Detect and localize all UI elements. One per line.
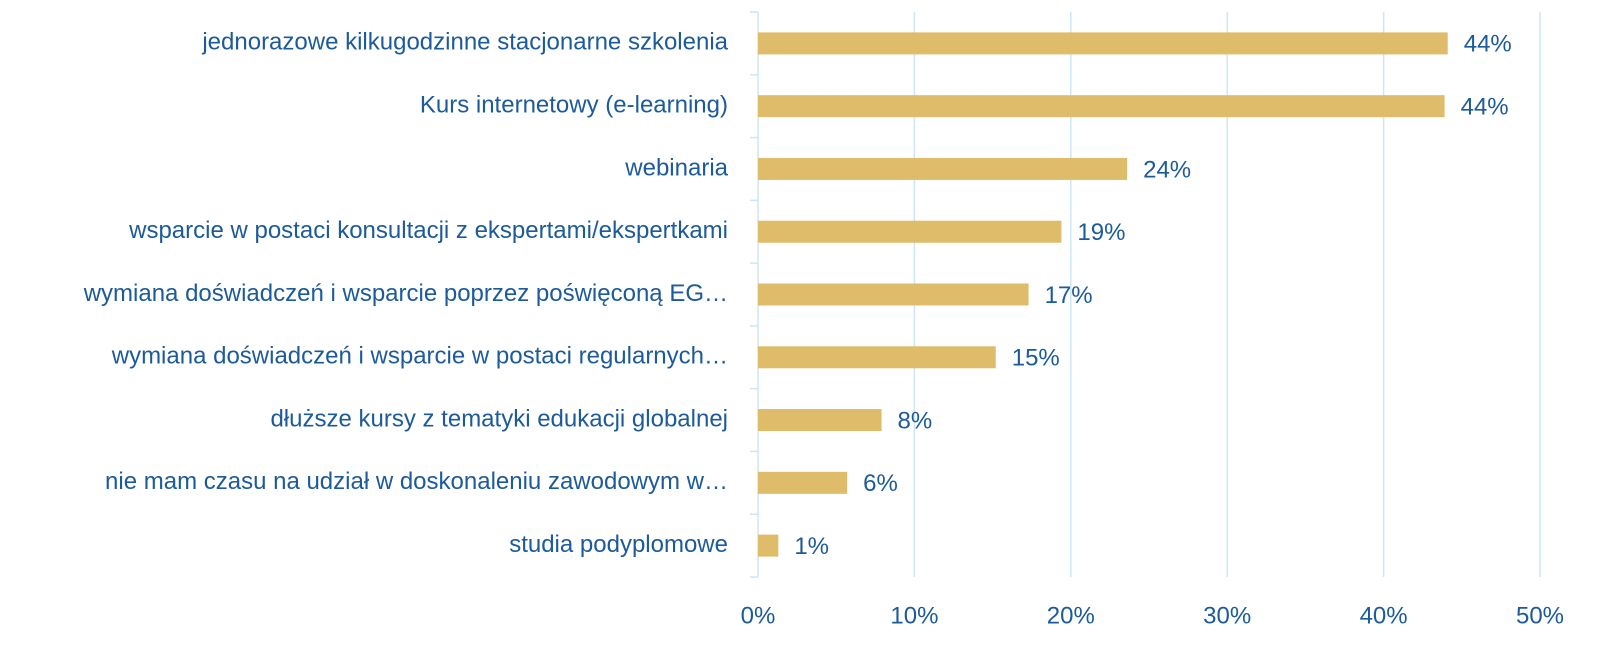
y-tick-label: Kurs internetowy (e-learning): [420, 92, 728, 119]
y-tick-label: dłuższe kursy z tematyki edukacji global…: [270, 405, 728, 432]
data-label: 1%: [794, 533, 829, 560]
y-tick-label: wsparcie w postaci konsultacji z ekspert…: [128, 217, 728, 244]
data-label: 17%: [1045, 282, 1093, 309]
x-tick-label: 40%: [1360, 602, 1408, 629]
x-tick-label: 0%: [741, 602, 776, 629]
bar: [758, 534, 779, 557]
data-label: 19%: [1077, 219, 1125, 246]
data-label: 24%: [1143, 156, 1191, 183]
data-label: 6%: [863, 470, 898, 497]
bar: [758, 157, 1128, 180]
x-tick-label: 10%: [890, 602, 938, 629]
y-tick-label: nie mam czasu na udział w doskonaleniu z…: [105, 468, 728, 495]
bar: [758, 95, 1445, 118]
x-tick-label: 20%: [1047, 602, 1095, 629]
data-label: 8%: [898, 407, 933, 434]
bar: [758, 471, 848, 494]
x-tick-label: 50%: [1516, 602, 1564, 629]
bar: [758, 32, 1448, 55]
y-tick-label: wymiana doświadczeń i wsparcie poprzez p…: [83, 280, 728, 307]
y-tick-label: webinaria: [624, 154, 728, 181]
y-tick-label: studia podyplomowe: [509, 531, 728, 558]
bar: [758, 409, 882, 432]
bar: [758, 283, 1029, 306]
y-tick-label: wymiana doświadczeń i wsparcie w postaci…: [111, 343, 728, 370]
bar: [758, 220, 1062, 243]
data-label: 15%: [1012, 345, 1060, 372]
x-tick-label: 30%: [1203, 602, 1251, 629]
data-label: 44%: [1464, 31, 1512, 58]
data-label: 44%: [1461, 94, 1509, 121]
bar: [758, 346, 996, 369]
y-tick-label: jednorazowe kilkugodzinne stacjonarne sz…: [201, 29, 728, 56]
